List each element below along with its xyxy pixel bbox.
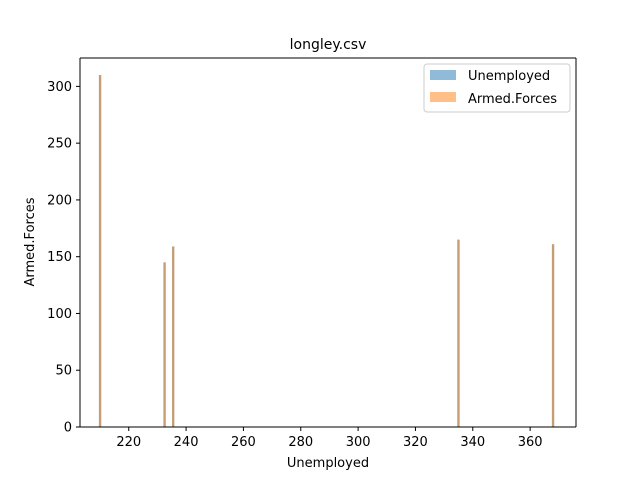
x-tick-label: 360: [518, 435, 543, 450]
x-tick-label: 320: [403, 435, 428, 450]
y-tick-label: 250: [47, 137, 72, 152]
bar-armed-forces: [457, 239, 460, 427]
axes-frame: [79, 57, 577, 428]
x-tick-label: 340: [460, 435, 485, 450]
y-tick-label: 100: [47, 307, 72, 322]
x-tick-label: 300: [346, 435, 371, 450]
legend-swatch-unemployed: [430, 70, 456, 80]
y-tick-label: 50: [55, 364, 72, 379]
y-axis-label: Armed.Forces: [23, 197, 38, 286]
y-tick-label: 300: [47, 80, 72, 95]
legend: Unemployed Armed.Forces: [423, 63, 571, 113]
chart-title: longley.csv: [290, 37, 367, 53]
legend-label-unemployed: Unemployed: [468, 69, 550, 84]
y-tick-label: 150: [47, 250, 72, 265]
x-tick-label: 280: [288, 435, 313, 450]
legend-frame: [423, 63, 571, 113]
legend-swatch-armed-forces: [430, 92, 456, 102]
bar-armed-forces: [163, 262, 166, 427]
x-tick-label: 240: [174, 435, 199, 450]
x-axis-ticks: 220 240 260 280 300 320 340 360: [116, 427, 543, 450]
bar-armed-forces: [551, 244, 555, 427]
x-tick-label: 260: [231, 435, 256, 450]
bars-layer: [98, 75, 555, 428]
y-tick-label: 0: [64, 421, 72, 436]
x-tick-label: 220: [116, 435, 141, 450]
legend-label-armed-forces: Armed.Forces: [468, 92, 557, 107]
y-axis-ticks: 0 50 100 150 200 250 300: [47, 80, 80, 436]
x-axis-label: Unemployed: [287, 456, 369, 471]
bar-armed-forces: [98, 75, 102, 428]
bar-armed-forces: [172, 246, 175, 427]
y-tick-label: 200: [47, 193, 72, 208]
